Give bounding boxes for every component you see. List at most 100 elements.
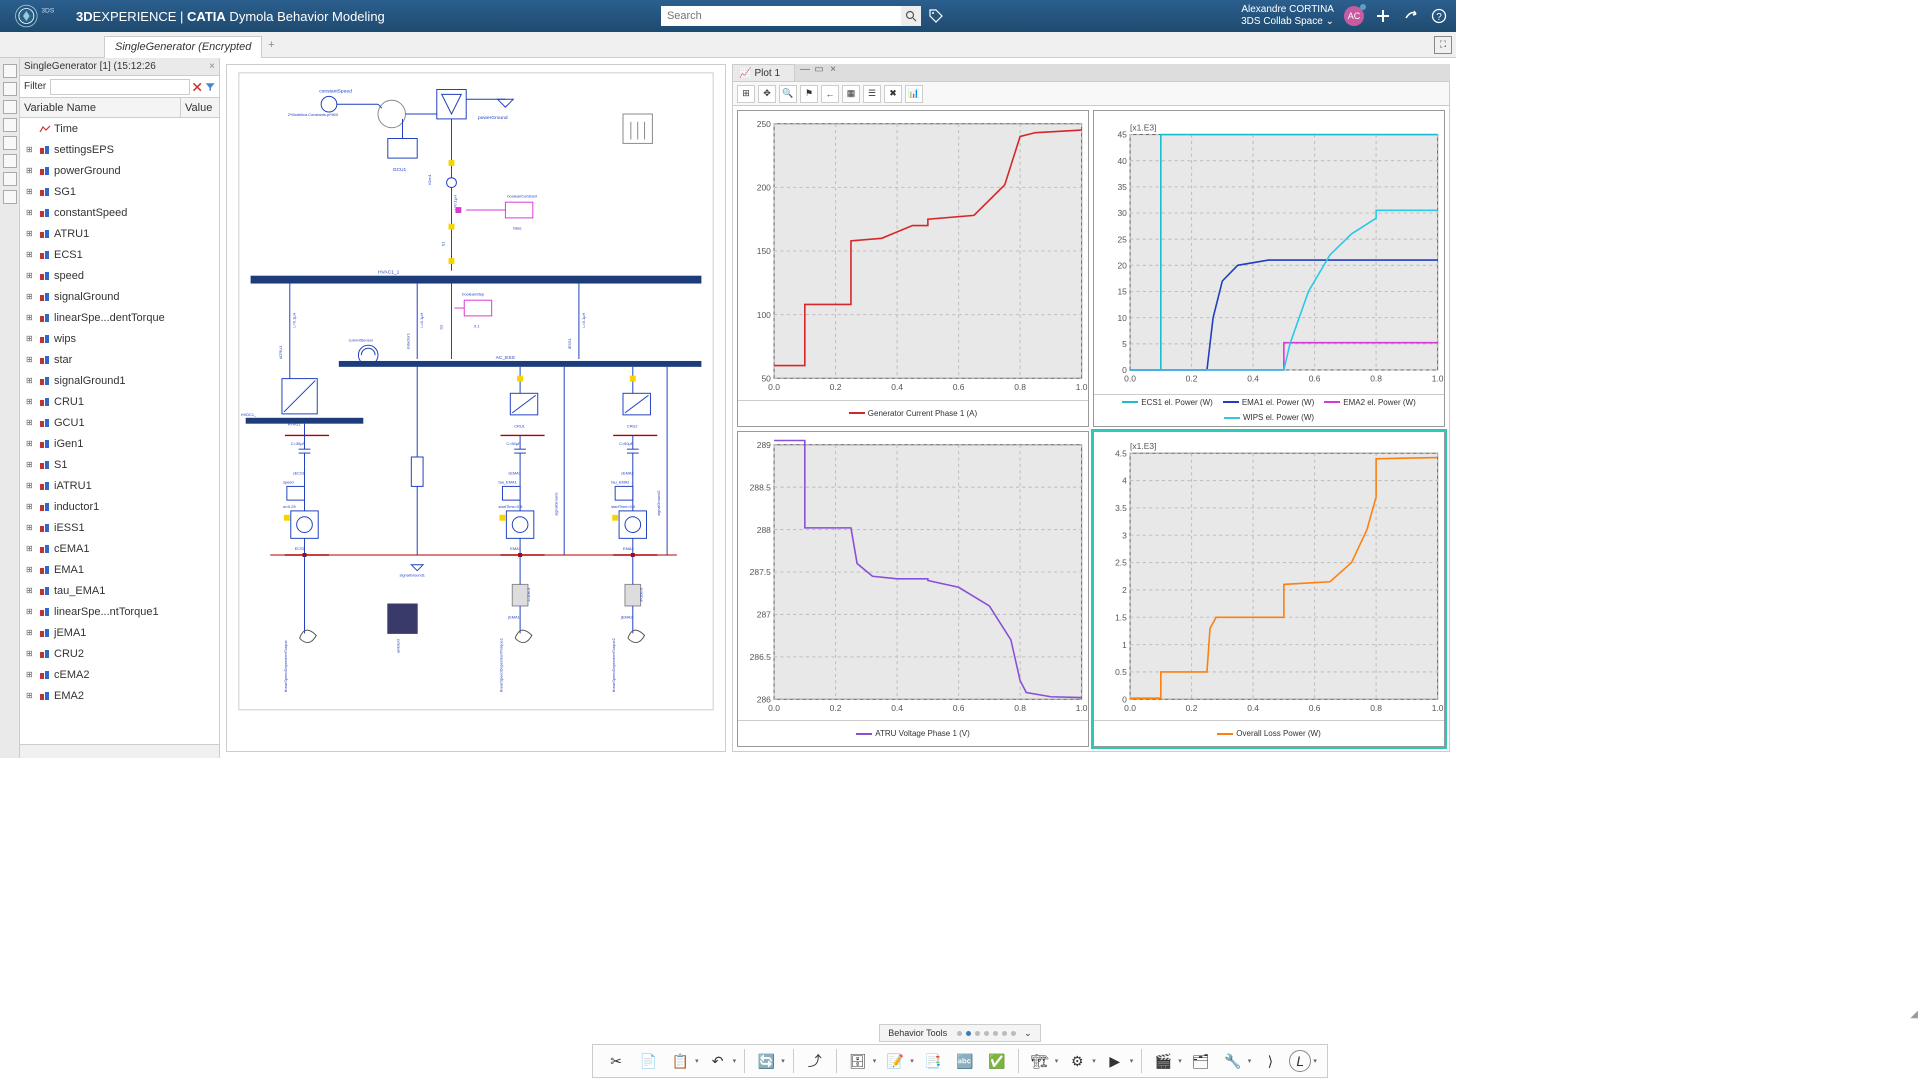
tree-item[interactable]: Time xyxy=(20,118,219,139)
sim-icon[interactable]: ⚙ xyxy=(1064,1048,1090,1074)
plot-restore-icon[interactable]: ▭ xyxy=(813,64,825,76)
user-avatar[interactable]: AC xyxy=(1344,6,1364,26)
undo-icon[interactable]: ↶ xyxy=(705,1048,731,1074)
plot-tool-del[interactable]: ✖ xyxy=(884,85,902,103)
svg-text:150: 150 xyxy=(757,246,771,256)
search-input[interactable] xyxy=(661,6,901,26)
svg-text:startTime=0.5: startTime=0.5 xyxy=(611,504,636,509)
tree-item[interactable]: ⊞tau_EMA1 xyxy=(20,580,219,601)
chart-3[interactable]: 0.00.20.40.60.81.000.511.522.533.544.5[x… xyxy=(1093,431,1445,748)
share-icon[interactable] xyxy=(1402,7,1420,25)
tree-item[interactable]: ⊞S1 xyxy=(20,454,219,475)
user-info[interactable]: Alexandre CORTINA 3DS Collab Space ⌄ xyxy=(1241,4,1334,28)
tree-item[interactable]: ⊞settingsEPS xyxy=(20,139,219,160)
tree-item[interactable]: ⊞EMA1 xyxy=(20,559,219,580)
tree-item[interactable]: ⊞cEMA2 xyxy=(20,664,219,685)
tree-item[interactable]: ⊞signalGround1 xyxy=(20,370,219,391)
refresh-icon[interactable]: 🔄 xyxy=(753,1048,779,1074)
horizontal-scrollbar[interactable] xyxy=(20,744,219,758)
plot-tool-move[interactable]: ✥ xyxy=(758,85,776,103)
wrench-icon[interactable]: 🔧 xyxy=(1220,1048,1246,1074)
filter-input[interactable] xyxy=(50,79,190,95)
plot-tool-grid2[interactable]: ☰ xyxy=(863,85,881,103)
tool-3[interactable] xyxy=(3,100,17,114)
paste-icon[interactable]: 📋 xyxy=(667,1048,693,1074)
plot-tool-back[interactable]: ← xyxy=(821,85,839,103)
tree-item[interactable]: ⊞CRU1 xyxy=(20,391,219,412)
tree-item[interactable]: ⊞ECS1 xyxy=(20,244,219,265)
plot-tool-chart[interactable]: 📊 xyxy=(905,85,923,103)
check-icon[interactable]: ✅ xyxy=(984,1048,1010,1074)
tool-1[interactable] xyxy=(3,64,17,78)
play-icon[interactable]: ▶ xyxy=(1102,1048,1128,1074)
filter-clear-icon[interactable] xyxy=(192,80,202,94)
chart-1[interactable]: 0.00.20.40.60.81.0051015202530354045[x1.… xyxy=(1093,110,1445,427)
model-diagram[interactable]: constantSpeed2*Modelica.Constants.pi*800… xyxy=(226,64,726,752)
main-toolbar: ✂ 📄 📋▾ ↶▾ 🔄▾ ⤴ 🗄▾ 📝▾ 📑 🔤 ✅ 🏗▾ ⚙▾ ▶▾ 🎬▾ 🗂… xyxy=(592,1044,1328,1078)
add-icon[interactable] xyxy=(1374,7,1392,25)
tool-6[interactable] xyxy=(3,154,17,168)
plot-tool-grid1[interactable]: ▦ xyxy=(842,85,860,103)
tree-item[interactable]: ⊞cEMA1 xyxy=(20,538,219,559)
chart-0[interactable]: 0.00.20.40.60.81.050100150200250Generato… xyxy=(737,110,1089,427)
plot-tool-a[interactable]: ⊞ xyxy=(737,85,755,103)
variable-tree[interactable]: Time⊞settingsEPS⊞powerGround⊞SG1⊞constan… xyxy=(20,118,219,744)
cut-icon[interactable]: ✂ xyxy=(603,1048,629,1074)
tag-icon[interactable] xyxy=(927,7,945,25)
tab-singlegenerator[interactable]: SingleGenerator (Encrypted xyxy=(104,36,262,58)
anim-icon[interactable]: 🎬 xyxy=(1150,1048,1176,1074)
tree-item[interactable]: ⊞linearSpe...ntTorque1 xyxy=(20,601,219,622)
compass-logo[interactable]: 3DS xyxy=(8,2,68,30)
tree-item[interactable]: ⊞linearSpe...dentTorque xyxy=(20,307,219,328)
maximize-button[interactable]: ⛶ xyxy=(1434,36,1452,54)
tree-item[interactable]: ⊞GCU1 xyxy=(20,412,219,433)
docs-icon[interactable]: 📑 xyxy=(920,1048,946,1074)
varpanel-close-icon[interactable]: × xyxy=(209,61,215,72)
tree-item[interactable]: ⊞star xyxy=(20,349,219,370)
tree-item[interactable]: ⊞SG1 xyxy=(20,181,219,202)
tree-item[interactable]: ⊞signalGround xyxy=(20,286,219,307)
tree-item[interactable]: ⊞inductor1 xyxy=(20,496,219,517)
build-icon[interactable]: 🏗 xyxy=(1027,1048,1053,1074)
tree-item[interactable]: ⊞ATRU1 xyxy=(20,223,219,244)
col-variable-name[interactable]: Variable Name xyxy=(20,98,181,117)
filter-funnel-icon[interactable] xyxy=(205,80,215,94)
tool-2[interactable] xyxy=(3,82,17,96)
plot-close-icon[interactable]: × xyxy=(827,64,839,76)
multi-icon[interactable]: 🗂 xyxy=(1188,1048,1214,1074)
tree-item[interactable]: ⊞CRU2 xyxy=(20,643,219,664)
add-tab-button[interactable]: + xyxy=(262,39,280,51)
help-icon[interactable]: ? xyxy=(1430,7,1448,25)
svg-text:45: 45 xyxy=(1117,130,1127,140)
list-icon[interactable]: 📝 xyxy=(882,1048,908,1074)
tool-7[interactable] xyxy=(3,172,17,186)
export-icon[interactable]: ⤴ xyxy=(802,1048,828,1074)
plot-tab[interactable]: 📈 Plot 1 xyxy=(732,64,795,82)
tree-item[interactable]: ⊞jEMA1 xyxy=(20,622,219,643)
tree-item[interactable]: ⊞iGen1 xyxy=(20,433,219,454)
svg-text:CRU2: CRU2 xyxy=(627,424,638,429)
tree-item[interactable]: ⊞iATRU1 xyxy=(20,475,219,496)
tree-item[interactable]: ⊞constantSpeed xyxy=(20,202,219,223)
tree-item[interactable]: ⊞EMA2 xyxy=(20,685,219,706)
plot-tool-zoom[interactable]: 🔍 xyxy=(779,85,797,103)
plot-tool-noflag[interactable]: ⚑ xyxy=(800,85,818,103)
resize-handle[interactable]: ◢ xyxy=(1910,1009,1918,1020)
tree-item[interactable]: ⊞speed xyxy=(20,265,219,286)
tree-item[interactable]: ⊞iESS1 xyxy=(20,517,219,538)
tree-item[interactable]: ⊞powerGround xyxy=(20,160,219,181)
db-icon[interactable]: 🗄 xyxy=(845,1048,871,1074)
code-icon[interactable]: 🔤 xyxy=(952,1048,978,1074)
license-icon[interactable]: L xyxy=(1289,1050,1311,1072)
chart-2[interactable]: 0.00.20.40.60.81.0286286.5287287.5288288… xyxy=(737,431,1089,748)
col-value[interactable]: Value xyxy=(181,98,219,117)
tool-4[interactable] xyxy=(3,118,17,132)
copy-icon[interactable]: 📄 xyxy=(635,1048,661,1074)
tree-item[interactable]: ⊞wips xyxy=(20,328,219,349)
tool-5[interactable] xyxy=(3,136,17,150)
tool-8[interactable] xyxy=(3,190,17,204)
search-button[interactable] xyxy=(901,6,921,26)
plot-minimize-icon[interactable]: — xyxy=(799,64,811,76)
next-icon[interactable]: ⟩ xyxy=(1257,1048,1283,1074)
behavior-tools-pager[interactable]: Behavior Tools ⌄ xyxy=(879,1024,1040,1042)
